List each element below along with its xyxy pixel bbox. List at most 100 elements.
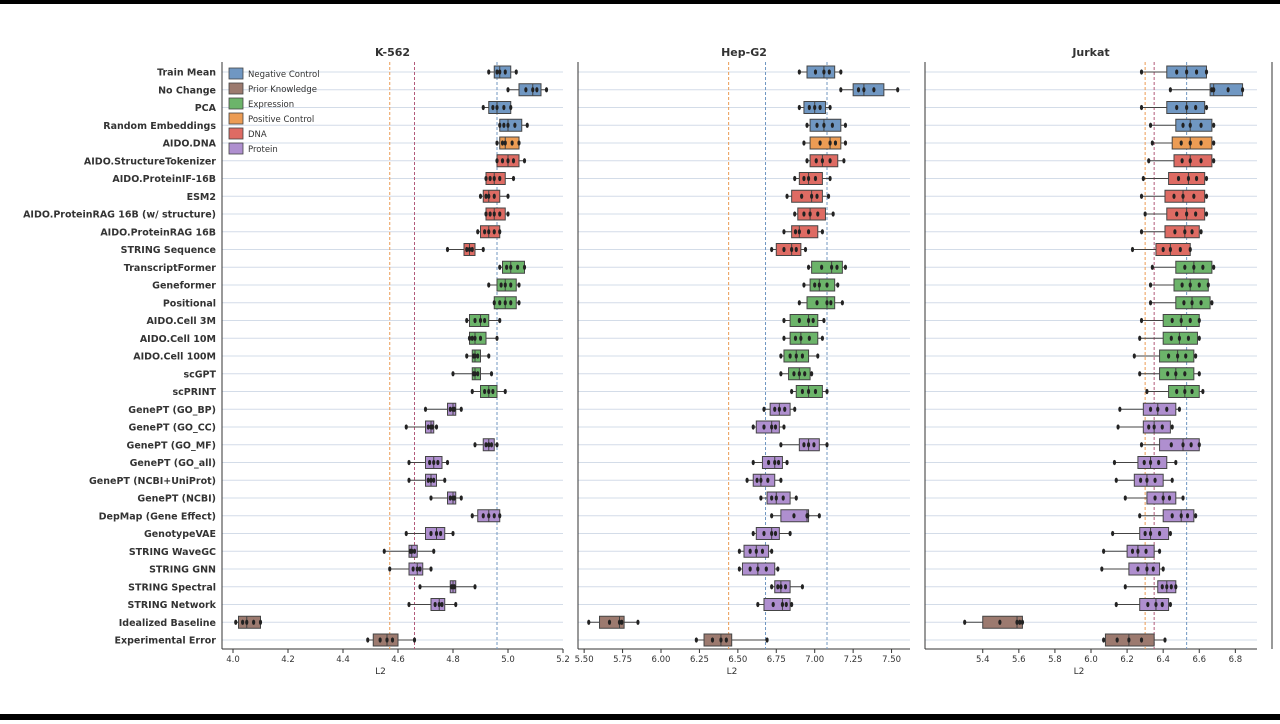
box-iqr bbox=[1164, 225, 1200, 239]
top-border bbox=[0, 0, 1280, 4]
box-28 bbox=[388, 562, 433, 576]
data-point bbox=[800, 353, 805, 359]
category-label: AIDO.ProteinRAG 16B (w/ structure) bbox=[23, 210, 216, 221]
data-point bbox=[1197, 442, 1201, 448]
data-point bbox=[812, 442, 816, 448]
data-point bbox=[1192, 193, 1196, 199]
data-point bbox=[803, 246, 808, 253]
x-tick-label: 4.4 bbox=[336, 655, 350, 665]
data-point bbox=[1185, 211, 1189, 217]
category-label: Experimental Error bbox=[115, 636, 217, 647]
data-point bbox=[429, 477, 433, 483]
box-25 bbox=[470, 509, 502, 523]
x-tick-label: 7.50 bbox=[882, 655, 901, 665]
data-point bbox=[492, 300, 496, 306]
data-point bbox=[815, 193, 819, 199]
data-point bbox=[779, 371, 783, 377]
data-point bbox=[487, 69, 491, 75]
data-point bbox=[495, 104, 499, 111]
data-point bbox=[1199, 158, 1203, 164]
data-point bbox=[434, 424, 439, 430]
x-tick-label: 6.8 bbox=[1229, 655, 1243, 665]
data-point bbox=[773, 424, 778, 430]
data-point bbox=[773, 530, 778, 537]
data-point bbox=[802, 211, 806, 217]
data-point bbox=[1141, 175, 1145, 182]
box-16 bbox=[779, 349, 820, 363]
data-point bbox=[498, 211, 502, 217]
data-point bbox=[826, 193, 831, 199]
data-point bbox=[1143, 530, 1147, 537]
data-point bbox=[1181, 193, 1185, 199]
box-22 bbox=[1112, 456, 1178, 469]
box-2 bbox=[1139, 101, 1209, 114]
data-point bbox=[1188, 122, 1192, 128]
bottom-border bbox=[0, 714, 1280, 720]
data-point bbox=[765, 637, 769, 643]
data-point bbox=[1175, 388, 1179, 395]
data-point bbox=[782, 229, 786, 235]
box-iqr bbox=[791, 225, 819, 239]
data-point bbox=[1151, 566, 1155, 572]
data-point bbox=[500, 140, 505, 146]
data-point bbox=[473, 442, 477, 448]
data-point bbox=[1102, 637, 1106, 643]
data-point bbox=[509, 300, 513, 306]
data-point bbox=[1212, 264, 1216, 270]
data-point bbox=[1204, 104, 1209, 111]
data-point bbox=[1148, 530, 1153, 537]
box-5 bbox=[805, 154, 846, 168]
data-point bbox=[495, 335, 499, 341]
data-point bbox=[807, 335, 811, 341]
data-point bbox=[825, 442, 829, 448]
box-11 bbox=[1150, 260, 1216, 274]
category-label: TranscriptFormer bbox=[124, 263, 217, 274]
legend: Negative Control Prior Knowledge Expressio… bbox=[228, 67, 320, 155]
data-point bbox=[751, 459, 755, 466]
x-tick-label: 7.25 bbox=[844, 655, 863, 665]
data-point bbox=[825, 300, 829, 306]
box-19 bbox=[1118, 402, 1182, 416]
data-point bbox=[839, 87, 843, 93]
data-point bbox=[770, 530, 774, 537]
data-point bbox=[1148, 282, 1153, 288]
data-point bbox=[800, 193, 804, 199]
data-point bbox=[1130, 548, 1135, 554]
x-axis-label: L2 bbox=[375, 667, 386, 677]
data-point bbox=[843, 264, 848, 270]
data-point bbox=[1197, 335, 1201, 341]
data-point bbox=[797, 229, 801, 235]
data-point bbox=[802, 282, 806, 288]
data-point bbox=[234, 619, 238, 625]
data-point bbox=[833, 140, 838, 146]
box-iqr bbox=[809, 278, 836, 292]
panel-title: Hep-G2 bbox=[721, 46, 767, 59]
box-12 bbox=[487, 278, 521, 292]
data-point bbox=[770, 584, 774, 590]
data-point bbox=[448, 495, 452, 501]
box-iqr bbox=[789, 331, 819, 345]
box-6 bbox=[1141, 172, 1209, 185]
data-point bbox=[1118, 406, 1122, 412]
data-point bbox=[794, 495, 798, 501]
data-point bbox=[1181, 122, 1185, 128]
box-iqr bbox=[798, 172, 823, 185]
data-point bbox=[492, 211, 496, 217]
box-10 bbox=[1130, 243, 1192, 256]
data-point bbox=[241, 619, 245, 625]
data-point bbox=[498, 122, 502, 128]
data-point bbox=[829, 300, 833, 306]
data-point bbox=[440, 601, 444, 608]
data-point bbox=[1139, 477, 1143, 483]
data-point bbox=[817, 282, 821, 288]
data-point bbox=[412, 637, 417, 643]
data-point bbox=[476, 353, 480, 359]
data-point bbox=[802, 140, 806, 146]
data-point bbox=[770, 495, 774, 501]
data-point bbox=[495, 158, 499, 164]
data-point bbox=[1153, 495, 1157, 501]
data-point bbox=[1138, 513, 1142, 519]
data-point bbox=[782, 335, 786, 341]
data-point bbox=[517, 140, 521, 146]
